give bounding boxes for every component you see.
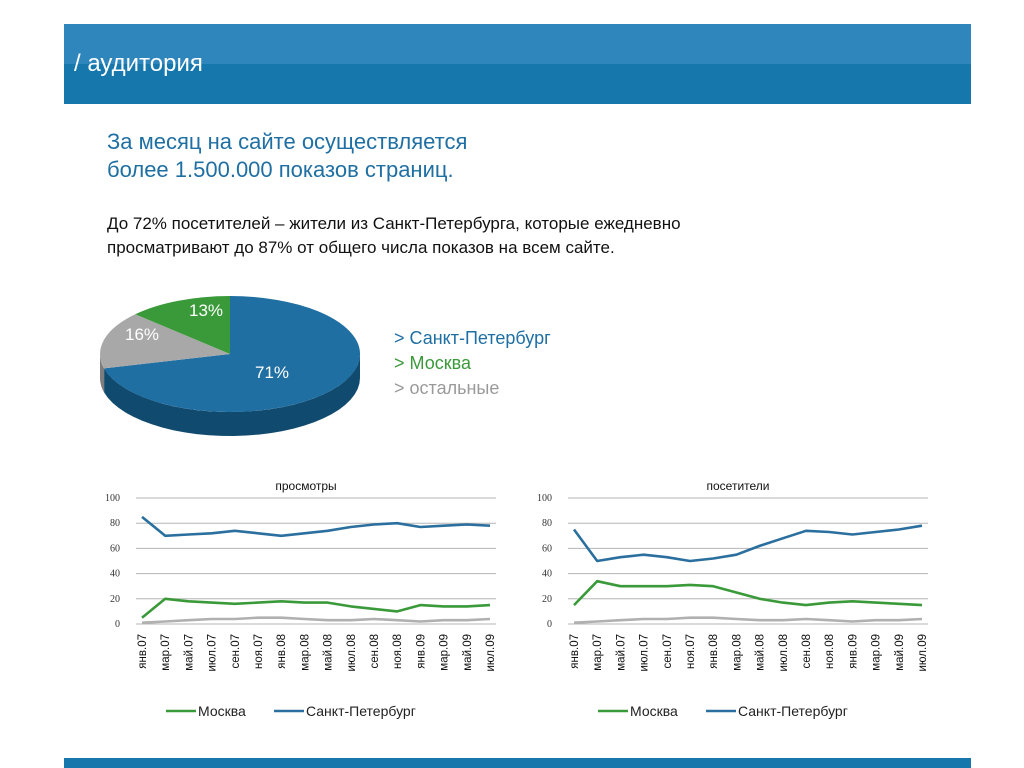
pie-slice-2 (100, 314, 230, 369)
y-tick-label: 0 (547, 619, 552, 630)
y-tick-label: 100 (105, 493, 120, 504)
line-chart-views: просмотры 0 20 40 60 80 100 янв.07 мар.07 май.07 и… (105, 479, 497, 719)
series-line-0 (141, 597, 491, 619)
chart-title: просмотры (275, 479, 336, 493)
x-tick-label: мар.09 (871, 634, 883, 671)
body-line-2: просматривают до 87% от общего числа пок… (107, 238, 615, 257)
x-tick-label: мар.07 (160, 634, 172, 671)
x-tick-label: май.08 (323, 634, 335, 671)
x-tick-label: сен.08 (801, 634, 813, 668)
y-tick-label: 100 (537, 493, 552, 504)
x-tick-label: янв.07 (137, 634, 149, 669)
legend-label-1: Санкт-Петербург (738, 703, 848, 719)
y-tick-label: 0 (115, 619, 120, 630)
x-tick-label: июл.08 (778, 634, 790, 672)
header-bar: / аудитория (64, 24, 971, 104)
pie-legend: > Санкт-Петербург > Москва > остальные (394, 326, 551, 401)
x-tick-label: янв.08 (708, 634, 720, 669)
x-tick-label: июл.07 (207, 634, 219, 672)
series-line-1 (141, 515, 491, 538)
pie-chart: 71% 16% 13% (100, 296, 361, 436)
pie-label-1: 13% (189, 301, 223, 320)
headline-line-2: более 1.500.000 показов страниц. (107, 157, 454, 182)
pie-legend-msk: > Москва (394, 353, 471, 373)
y-tick-label: 80 (110, 518, 120, 529)
y-tick-label: 80 (542, 518, 552, 529)
x-tick-label: июл.09 (485, 634, 497, 672)
pie-slice-1 (135, 296, 230, 354)
y-tick-label: 20 (110, 594, 120, 605)
headline-line-1: За месяц на сайте осуществляется (107, 129, 468, 154)
x-tick-label: янв.08 (276, 634, 288, 669)
series-line-2 (141, 616, 491, 624)
chart-title: посетители (707, 479, 770, 493)
x-tick-label: ноя.08 (392, 634, 404, 669)
legend-label-0: Москва (630, 703, 678, 719)
x-tick-label: сен.07 (230, 634, 242, 668)
y-tick-label: 40 (110, 569, 120, 580)
x-tick-label: июл.09 (917, 634, 929, 672)
x-tick-label: ноя.07 (685, 634, 697, 669)
pie-side-2 (100, 354, 105, 393)
pie-side-0 (104, 354, 360, 436)
x-tick-label: май.09 (894, 634, 906, 671)
pie-label-0: 71% (255, 363, 289, 382)
pie-legend-other: > остальные (394, 378, 500, 398)
x-tick-label: сен.08 (369, 634, 381, 668)
pie-label-2: 16% (125, 325, 159, 344)
x-tick-label: сен.07 (662, 634, 674, 668)
y-tick-label: 20 (542, 594, 552, 605)
y-tick-label: 40 (542, 569, 552, 580)
x-tick-label: янв.09 (847, 634, 859, 669)
x-tick-label: мар.07 (592, 634, 604, 671)
x-tick-label: ноя.08 (824, 634, 836, 669)
series-line-2 (573, 616, 923, 624)
y-tick-label: 60 (110, 543, 120, 554)
x-tick-label: ноя.07 (253, 634, 265, 669)
legend-label-0: Москва (198, 703, 246, 719)
x-tick-label: июл.08 (346, 634, 358, 672)
series-line-1 (572, 524, 923, 563)
body-line-1: До 72% посетителей – жители из Санкт-Пет… (107, 214, 681, 233)
headline: За месяц на сайте осуществляется более 1… (107, 128, 707, 184)
footer-bar (64, 758, 971, 768)
x-tick-label: июл.07 (639, 634, 651, 672)
x-tick-label: янв.07 (569, 634, 581, 669)
x-tick-label: май.07 (183, 634, 195, 671)
pie-legend-spb: > Санкт-Петербург (394, 328, 551, 348)
line-chart-visitors: посетители 0 20 40 60 80 100 янв.07 мар.07 май.07… (537, 479, 929, 719)
body-text: До 72% посетителей – жители из Санкт-Пет… (107, 212, 867, 260)
legend-label-1: Санкт-Петербург (306, 703, 416, 719)
x-tick-label: май.08 (755, 634, 767, 671)
series-line-0 (573, 579, 923, 607)
x-tick-label: мар.08 (299, 634, 311, 671)
y-tick-label: 60 (542, 543, 552, 554)
x-tick-label: мар.09 (439, 634, 451, 671)
page-title: / аудитория (74, 50, 203, 77)
x-tick-label: май.09 (462, 634, 474, 671)
x-tick-label: янв.09 (415, 634, 427, 669)
pie-slice-0 (104, 296, 361, 412)
x-tick-label: май.07 (615, 634, 627, 671)
x-tick-label: мар.08 (731, 634, 743, 671)
